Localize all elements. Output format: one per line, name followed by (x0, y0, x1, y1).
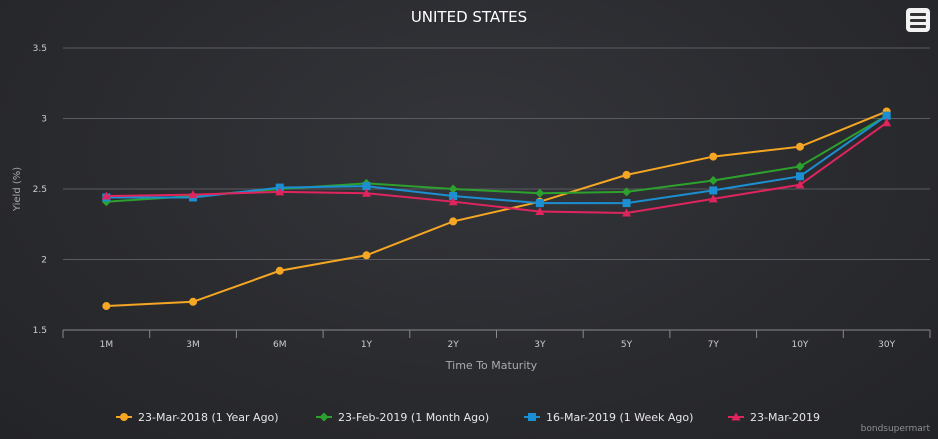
x-tick-label: 10Y (791, 340, 808, 350)
data-point (448, 197, 458, 206)
data-point (449, 192, 458, 201)
data-point (708, 194, 718, 203)
x-tick-label: 30Y (878, 340, 895, 350)
legend-marker (731, 412, 741, 421)
data-point (795, 180, 805, 189)
data-point (362, 251, 371, 260)
x-tick-label: 1Y (361, 340, 373, 350)
data-point (361, 188, 371, 197)
data-point (882, 118, 892, 127)
legend-item[interactable]: 23-Mar-2018 (1 Year Ago) (116, 411, 279, 424)
data-point (189, 297, 198, 306)
chart-menu-button[interactable] (906, 8, 930, 32)
data-point (882, 111, 891, 120)
legend-marker (319, 412, 329, 422)
y-axis-title: Yield (%) (12, 167, 23, 212)
y-tick-label: 2 (41, 256, 47, 266)
y-gridlines (63, 47, 930, 260)
legend-label: 23-Mar-2019 (750, 411, 820, 424)
data-point (362, 182, 371, 191)
data-point (535, 199, 544, 208)
x-tick-label: 7Y (708, 340, 720, 350)
x-tick-label: 6M (273, 340, 287, 350)
x-tick-labels: 1M 3M 6M 1Y 2Y 3Y 5Y 7Y 10Y 30Y (100, 340, 896, 350)
y-tick-label: 3 (41, 115, 47, 125)
legend-marker (120, 413, 128, 421)
y-tick-labels: 1.5 2 2.5 3 3.5 (33, 44, 47, 336)
data-point (709, 152, 718, 161)
data-point (448, 184, 458, 194)
x-tick-label: 3M (186, 340, 200, 350)
x-tick-label: 5Y (621, 340, 633, 350)
data-point (101, 191, 111, 200)
data-point (622, 170, 631, 179)
chart-title: UNITED STATES (411, 8, 527, 26)
legend-item[interactable]: 23-Mar-2019 (728, 411, 820, 424)
x-tick-label: 3Y (534, 340, 546, 350)
series-4 (101, 118, 892, 217)
data-point (275, 187, 285, 196)
data-point (795, 142, 804, 151)
series-line (106, 110, 888, 308)
data-point (102, 302, 111, 311)
data-point (622, 187, 632, 197)
legend-label: 23-Mar-2018 (1 Year Ago) (138, 411, 279, 424)
data-point (188, 190, 198, 199)
x-axis-ticks (62, 330, 931, 338)
series-1 (102, 107, 891, 311)
x-axis-title: Time To Maturity (445, 359, 538, 372)
legend-label: 23-Feb-2019 (1 Month Ago) (338, 411, 489, 424)
data-point (535, 207, 545, 216)
data-point (622, 208, 632, 217)
credits-text[interactable]: bondsupermart (860, 424, 930, 434)
hamburger-menu-icon (910, 13, 926, 16)
legend-label: 16-Mar-2019 (1 Week Ago) (546, 411, 693, 424)
data-point (709, 186, 718, 195)
data-point (795, 172, 804, 181)
data-point (622, 199, 631, 208)
hamburger-menu-icon-bar (910, 25, 926, 28)
series-2 (101, 111, 892, 207)
data-point (275, 266, 284, 275)
x-tick-label: 2Y (448, 340, 460, 350)
y-tick-label: 1.5 (33, 326, 47, 336)
y-tick-label: 2.5 (33, 185, 47, 195)
legend-item[interactable]: 23-Feb-2019 (1 Month Ago) (316, 411, 489, 424)
data-point (708, 176, 718, 186)
series-line (106, 121, 888, 214)
legend-marker (528, 413, 536, 421)
legend-item[interactable]: 16-Mar-2019 (1 Week Ago) (524, 411, 693, 424)
hamburger-menu-icon-bar (910, 19, 926, 22)
x-tick-label: 1M (100, 340, 114, 350)
data-point (535, 188, 545, 198)
data-point (449, 217, 458, 226)
y-tick-label: 3.5 (33, 44, 47, 54)
data-point (795, 161, 805, 171)
